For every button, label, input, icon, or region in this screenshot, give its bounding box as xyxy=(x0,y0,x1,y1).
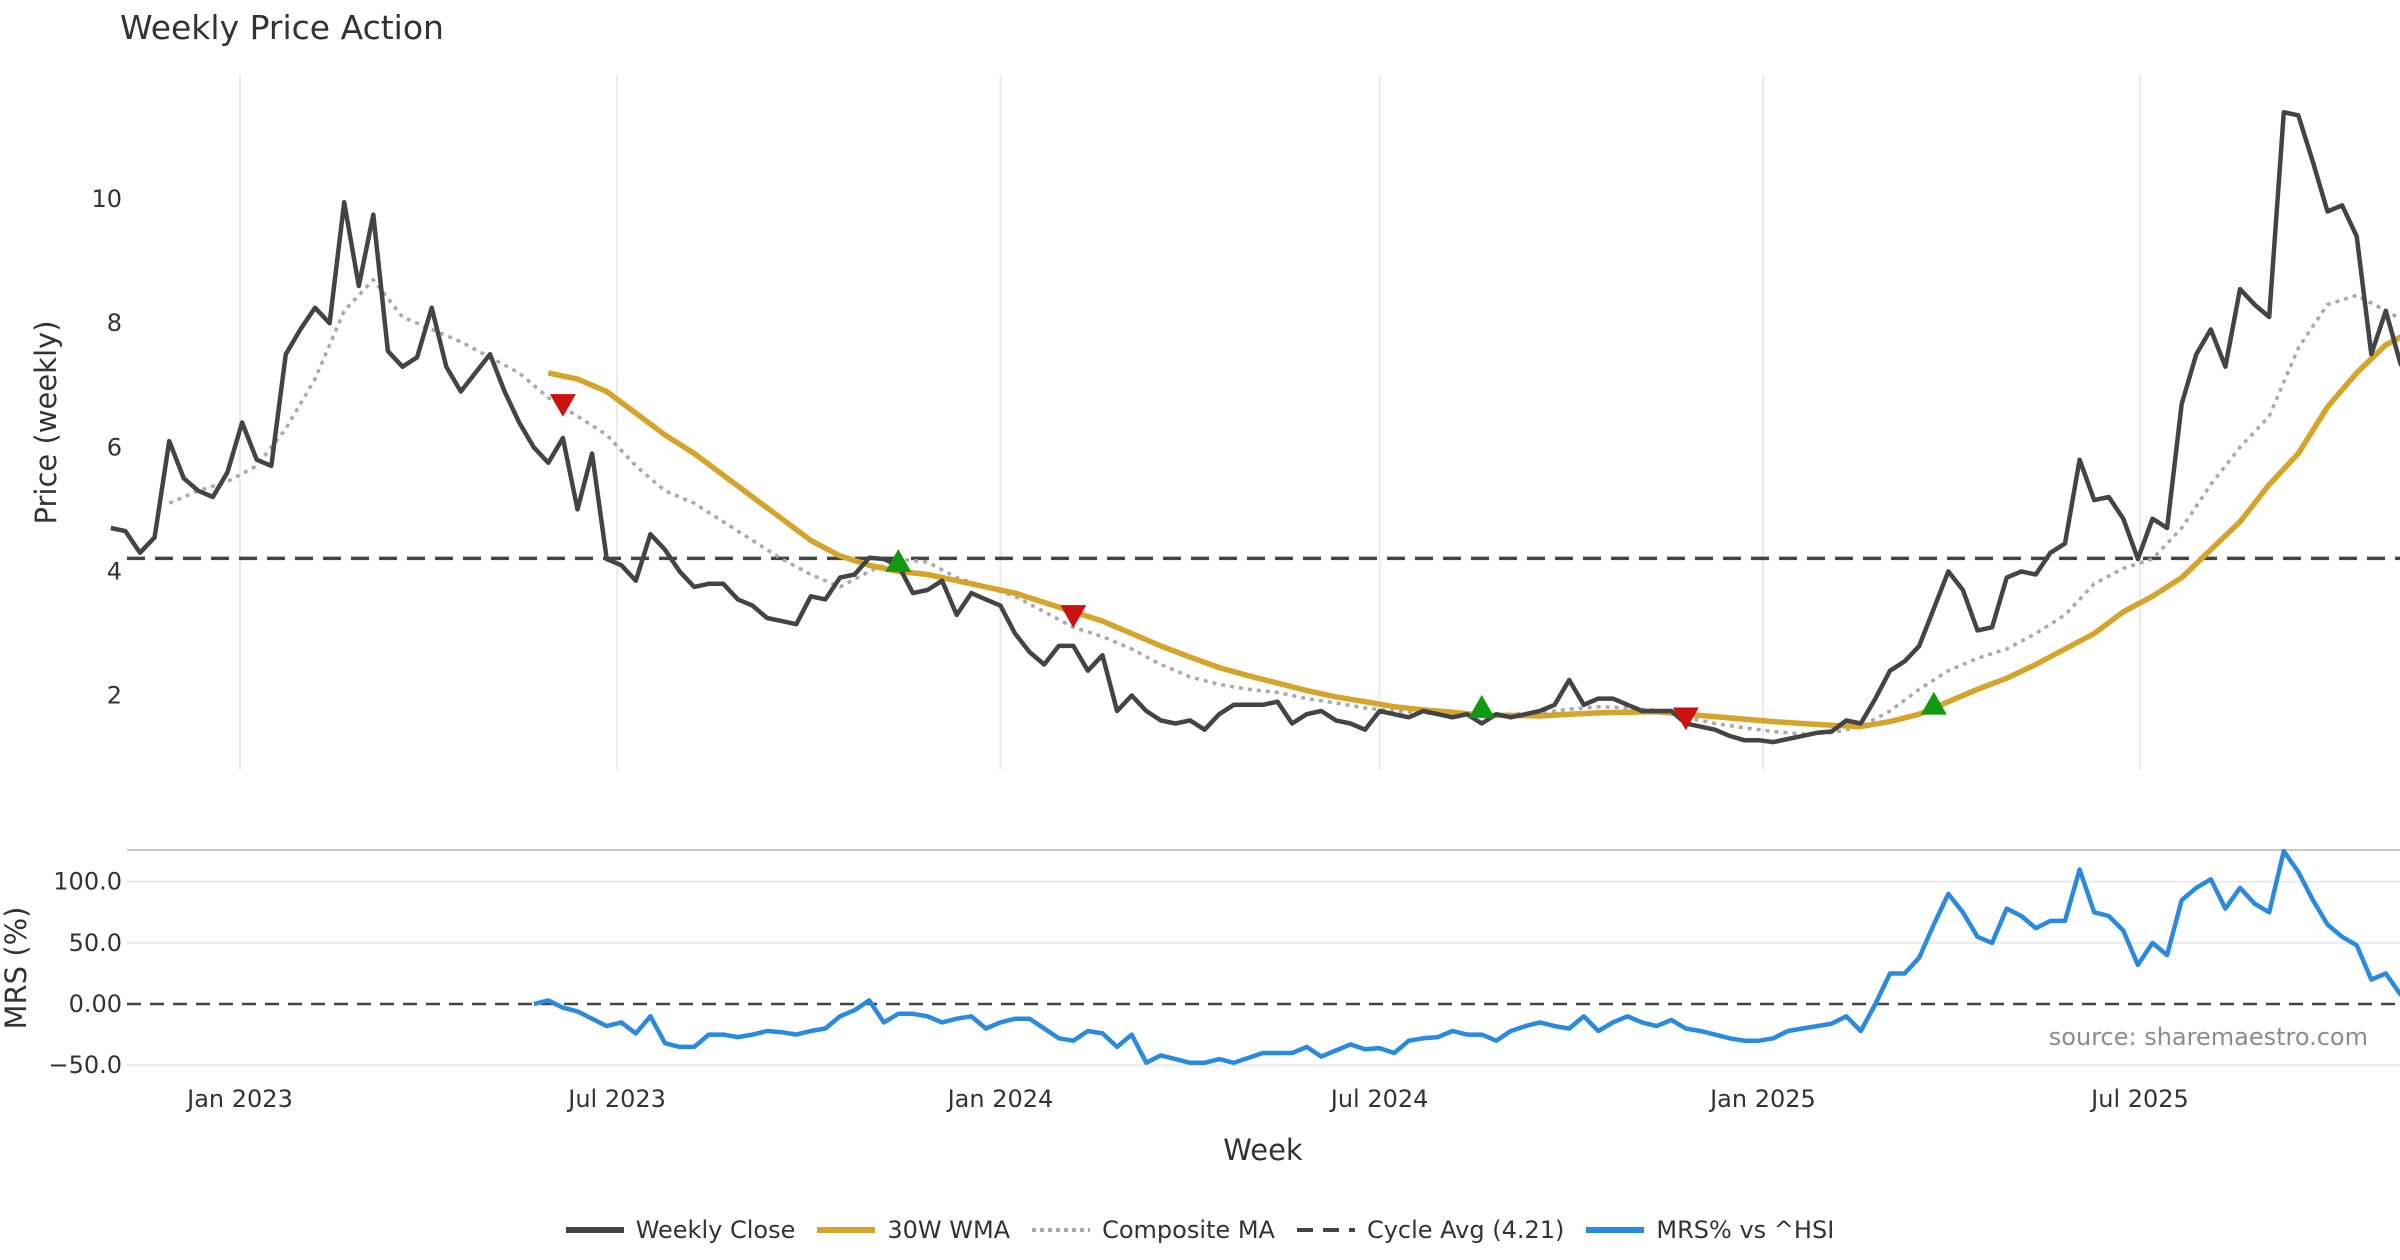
legend-swatch-weekly-close xyxy=(565,1227,624,1233)
legend-swatch-wma xyxy=(817,1227,876,1233)
x-axis-label: Week xyxy=(1223,1133,1303,1167)
series-layer xyxy=(110,109,2400,1066)
price-y-tick-label: 2 xyxy=(107,682,122,710)
mrs-y-tick-label: 50.0 xyxy=(69,929,122,957)
buy-signal-marker[interactable] xyxy=(1468,694,1495,718)
legend-label: Weekly Close xyxy=(635,1216,796,1244)
x-tick-label: Jan 2023 xyxy=(185,1085,293,1113)
price-y-tick-label: 8 xyxy=(107,309,122,337)
price-y-tick-label: 6 xyxy=(107,433,122,461)
x-tick-label: Jan 2024 xyxy=(946,1085,1054,1113)
legend-label: MRS% vs ^HSI xyxy=(1656,1216,1835,1244)
price-y-tick-label: 4 xyxy=(107,557,122,585)
price-y-axis-label: Price (weekly) xyxy=(29,320,63,524)
source-label: source: sharemaestro.com xyxy=(2049,1023,2368,1051)
legend-swatch-composite-ma xyxy=(1032,1228,1091,1232)
legend-label: Cycle Avg (4.21) xyxy=(1366,1216,1565,1244)
sell-signal-marker[interactable] xyxy=(1060,605,1087,628)
mrs-y-tick-label: 0.00 xyxy=(69,990,122,1018)
mrs-y-axis-label: MRS (%) xyxy=(0,907,33,1030)
mrs-y-tick-label: −50.0 xyxy=(48,1051,122,1079)
x-tick-label: Jul 2025 xyxy=(2089,1085,2189,1113)
composite-ma-line xyxy=(168,278,2400,736)
x-tick-label: Jul 2023 xyxy=(566,1085,666,1113)
sell-signal-marker[interactable] xyxy=(549,394,576,417)
legend-swatch-mrs xyxy=(1586,1227,1645,1233)
price-y-tick-label: 10 xyxy=(91,185,122,213)
signal-markers xyxy=(549,394,1947,731)
legend-item-cycle-avg[interactable]: Cycle Avg (4.21) xyxy=(1296,1216,1565,1244)
x-tick-label: Jan 2025 xyxy=(1708,1085,1816,1113)
legend-swatch-cycle-avg xyxy=(1296,1228,1355,1232)
mrs-y-tick-label: 100.0 xyxy=(53,868,122,896)
chart-title: Weekly Price Action xyxy=(120,8,444,47)
legend-item-mrs[interactable]: MRS% vs ^HSI xyxy=(1586,1216,1834,1244)
buy-signal-marker[interactable] xyxy=(885,549,912,572)
legend-item-wma[interactable]: 30W WMA xyxy=(817,1216,1010,1244)
wma-30w-line xyxy=(547,334,2400,730)
mrs-line xyxy=(533,848,2400,1066)
label-layer: Jan 2023 Jul 2023 Jan 2024 Jul 2024 Jan 2025… xyxy=(0,185,2368,1167)
legend-item-weekly-close[interactable]: Weekly Close xyxy=(565,1216,796,1244)
x-tick-label: Jul 2024 xyxy=(1329,1085,1429,1113)
weekly-close-line xyxy=(110,109,2400,745)
buy-signal-marker[interactable] xyxy=(1920,691,1947,715)
legend-label: 30W WMA xyxy=(887,1216,1011,1244)
legend: Weekly Close 30W WMA Composite MA Cycle … xyxy=(0,1212,2400,1248)
grid-layer xyxy=(127,75,2400,1067)
sell-signal-marker[interactable] xyxy=(1672,707,1699,731)
legend-item-composite-ma[interactable]: Composite MA xyxy=(1032,1216,1275,1244)
legend-label: Composite MA xyxy=(1102,1216,1275,1244)
